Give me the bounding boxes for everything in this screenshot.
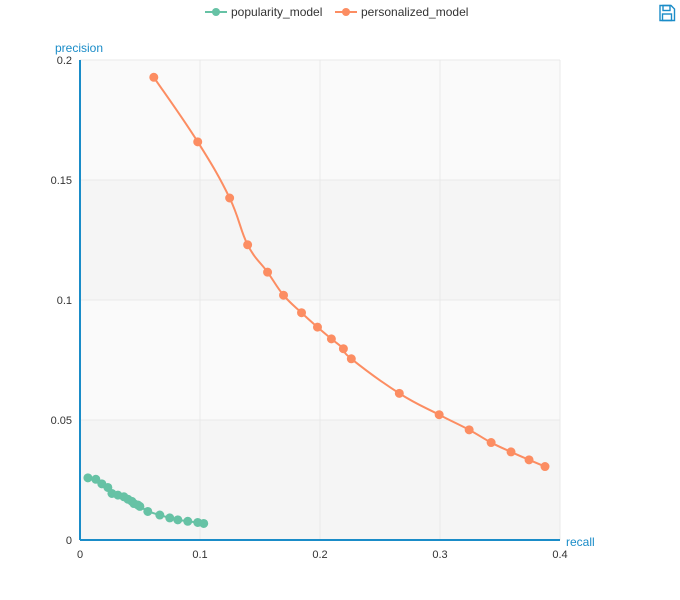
legend-label-personalized-model: personalized_model	[361, 5, 468, 19]
data-point-personalized-model[interactable]	[243, 240, 253, 250]
data-point-personalized-model[interactable]	[297, 308, 307, 318]
data-point-popularity-model[interactable]	[183, 516, 193, 526]
data-point-popularity-model[interactable]	[155, 510, 165, 520]
floppy-disk-icon	[659, 4, 676, 22]
save-image-button[interactable]	[658, 4, 676, 22]
data-point-personalized-model[interactable]	[346, 354, 356, 364]
axes	[79, 60, 560, 541]
data-point-popularity-model[interactable]	[103, 482, 113, 492]
data-point-personalized-model[interactable]	[540, 462, 550, 472]
data-point-popularity-model[interactable]	[165, 513, 175, 523]
data-point-personalized-model[interactable]	[326, 334, 336, 344]
x-tick-label: 0	[77, 549, 83, 561]
legend-marker-popularity-model	[212, 8, 220, 16]
series-layer	[83, 72, 550, 528]
legend-marker-personalized-model	[342, 8, 350, 16]
data-point-personalized-model[interactable]	[149, 72, 159, 82]
data-point-popularity-model[interactable]	[135, 501, 145, 511]
y-tick-label: 0	[66, 535, 72, 547]
data-point-personalized-model[interactable]	[279, 290, 289, 300]
legend: popularity_model personalized_model	[205, 5, 468, 19]
y-tick-label: 0.2	[57, 55, 72, 67]
y-tick-label: 0.1	[57, 295, 72, 307]
data-point-popularity-model[interactable]	[173, 515, 183, 525]
y-tick-label: 0.05	[51, 415, 72, 427]
y-tick-label: 0.15	[51, 175, 72, 187]
legend-item-personalized-model[interactable]: personalized_model	[335, 5, 468, 19]
data-point-popularity-model[interactable]	[143, 506, 153, 516]
data-point-personalized-model[interactable]	[434, 410, 444, 420]
legend-item-popularity-model[interactable]: popularity_model	[205, 5, 322, 19]
data-point-personalized-model[interactable]	[225, 193, 235, 203]
y-axis-label: precision	[55, 41, 103, 55]
data-point-personalized-model[interactable]	[263, 267, 273, 277]
data-point-personalized-model[interactable]	[338, 344, 348, 354]
x-tick-labels: 0 0.1 0.2 0.3 0.4	[77, 549, 568, 561]
data-point-popularity-model[interactable]	[91, 474, 101, 484]
data-point-personalized-model[interactable]	[524, 455, 534, 465]
x-tick-label: 0.2	[312, 549, 327, 561]
data-point-popularity-model[interactable]	[83, 473, 93, 483]
x-tick-label: 0.4	[552, 549, 567, 561]
series-popularity-model	[83, 473, 209, 528]
x-tick-label: 0.3	[432, 549, 447, 561]
legend-label-popularity-model: popularity_model	[231, 5, 322, 19]
x-axis-label: recall	[566, 535, 595, 549]
data-point-personalized-model[interactable]	[193, 137, 203, 147]
x-tick-label: 0.1	[192, 549, 207, 561]
y-tick-labels: 0 0.05 0.1 0.15 0.2	[51, 55, 72, 547]
series-personalized-model	[149, 72, 550, 472]
data-point-personalized-model[interactable]	[394, 388, 404, 398]
data-point-popularity-model[interactable]	[199, 518, 209, 528]
data-point-personalized-model[interactable]	[464, 425, 474, 435]
data-point-personalized-model[interactable]	[312, 322, 322, 332]
data-point-personalized-model[interactable]	[486, 438, 496, 448]
data-point-personalized-model[interactable]	[506, 447, 516, 457]
